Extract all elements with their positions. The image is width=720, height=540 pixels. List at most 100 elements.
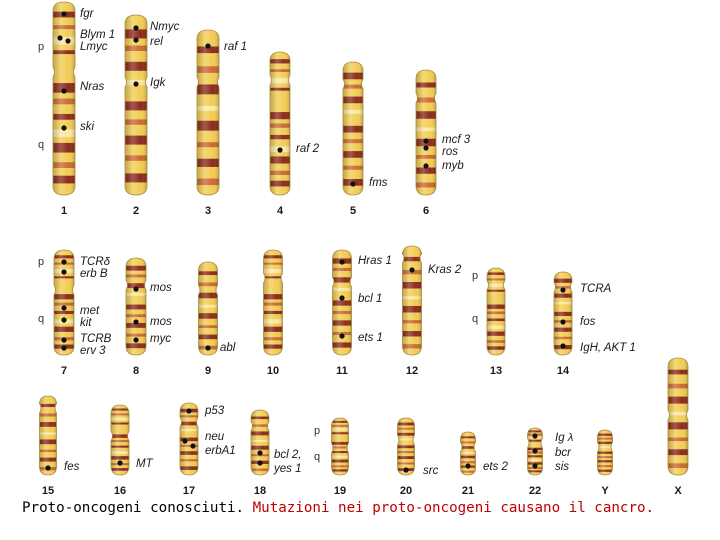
gene-locus-dot [257, 460, 263, 466]
gene-locus-dot [65, 38, 71, 44]
gene-label: fms [369, 177, 388, 189]
chromosome-number: 22 [529, 485, 541, 497]
gene-label: ets 2 [483, 461, 509, 473]
arm-label-p: p [38, 41, 44, 53]
gene-locus-dot [61, 259, 67, 265]
chromosome-14 [553, 271, 573, 356]
gene-label: IgH, AKT 1 [580, 342, 636, 354]
chromosome-number: Y [601, 485, 609, 497]
chromosome-number: 20 [400, 485, 412, 497]
chromosome-16 [110, 404, 130, 476]
gene-locus-dot [61, 345, 67, 351]
gene-locus-dot [133, 337, 139, 343]
gene-locus-dot [133, 81, 139, 87]
gene-locus-dot [532, 448, 538, 454]
gene-locus-dot [182, 438, 188, 444]
gene-locus-dot [61, 11, 67, 17]
chromosome-number: 21 [462, 485, 474, 497]
gene-label: mcf 3 [442, 134, 471, 146]
gene-label: sis [555, 461, 569, 473]
gene-label: ets 1 [358, 332, 383, 344]
gene-locus-dot [403, 467, 409, 473]
chromosome-12 [402, 245, 422, 356]
gene-label: abl [220, 342, 236, 354]
gene-label: mos [150, 282, 172, 294]
chromosome-number: 9 [205, 365, 211, 377]
chromosome-number: 17 [183, 485, 195, 497]
chromosome-number: 4 [277, 205, 284, 217]
gene-locus-dot [133, 319, 139, 325]
chromosome-number: 11 [336, 365, 348, 377]
chromosome-number: 12 [406, 365, 418, 377]
chromosome-2 [124, 14, 148, 196]
gene-locus-dot [339, 333, 345, 339]
chromosome-number: 10 [267, 365, 279, 377]
gene-locus-dot [57, 35, 63, 41]
gene-label: bcl 1 [358, 293, 382, 305]
chromosome-15 [39, 395, 57, 476]
gene-locus-dot [133, 25, 139, 31]
gene-locus-dot [186, 408, 192, 414]
gene-label: erbA1 [205, 445, 236, 457]
gene-locus-dot [560, 343, 566, 349]
arm-label-p: p [38, 256, 44, 268]
gene-locus-dot [190, 443, 196, 449]
gene-locus-dot [423, 138, 429, 144]
chromosome-20 [397, 417, 415, 476]
chromosome-layer [39, 1, 689, 476]
gene-label: yes 1 [273, 463, 302, 475]
caption-known-oncogenes: Proto-oncogeni conosciuti. [22, 500, 245, 516]
gene-label: TCRB [80, 333, 112, 345]
chromosome-21 [460, 431, 476, 476]
gene-locus-dot [205, 345, 211, 351]
chromosome-number: 15 [42, 485, 54, 497]
chromosome-number: 14 [557, 365, 570, 377]
arm-label-p: p [314, 425, 320, 437]
gene-label: Igk [150, 77, 167, 89]
gene-locus-dot [409, 267, 415, 273]
chromosome-y [597, 429, 613, 476]
gene-locus-dot [257, 450, 263, 456]
chromosome-5 [342, 61, 364, 196]
chromosome-number: 19 [334, 485, 346, 497]
gene-label: neu [205, 431, 225, 443]
gene-locus-dot [532, 433, 538, 439]
gene-locus-dot [423, 163, 429, 169]
gene-locus-dot [423, 145, 429, 151]
gene-locus-dot [532, 463, 538, 469]
gene-label: ros [442, 146, 458, 158]
gene-locus-dot [277, 147, 283, 153]
gene-label: raf 1 [224, 41, 247, 53]
gene-label: src [423, 465, 439, 477]
gene-label: erb B [80, 268, 108, 280]
chromosome-4 [269, 51, 291, 196]
gene-label: ski [80, 121, 95, 133]
chromosome-number: 2 [133, 205, 139, 217]
gene-label: kit [80, 317, 92, 329]
gene-label: Hras 1 [358, 255, 392, 267]
gene-label: bcl 2, [274, 449, 302, 461]
gene-locus-dot [339, 295, 345, 301]
chromosome-number: 6 [423, 205, 429, 217]
arm-label-q: q [472, 313, 478, 325]
gene-label: myc [150, 333, 171, 345]
arm-label-q: q [38, 139, 44, 151]
gene-label: Kras 2 [428, 264, 462, 276]
chromosome-17 [179, 402, 199, 476]
gene-locus-dot [560, 287, 566, 293]
chromosome-number: 18 [254, 485, 266, 497]
gene-locus-dot [61, 88, 67, 94]
gene-label: raf 2 [296, 143, 320, 155]
gene-locus-dot [61, 269, 67, 275]
gene-label: Lmyc [80, 41, 108, 53]
gene-locus-dot [339, 259, 345, 265]
gene-label: rel [150, 36, 163, 48]
gene-locus-dot [465, 463, 471, 469]
arm-label-p: p [472, 270, 478, 282]
gene-label: fes [64, 461, 80, 473]
gene-label: myb [442, 160, 464, 172]
gene-label: TCRδ [80, 256, 111, 268]
chromosome-x [667, 357, 689, 476]
